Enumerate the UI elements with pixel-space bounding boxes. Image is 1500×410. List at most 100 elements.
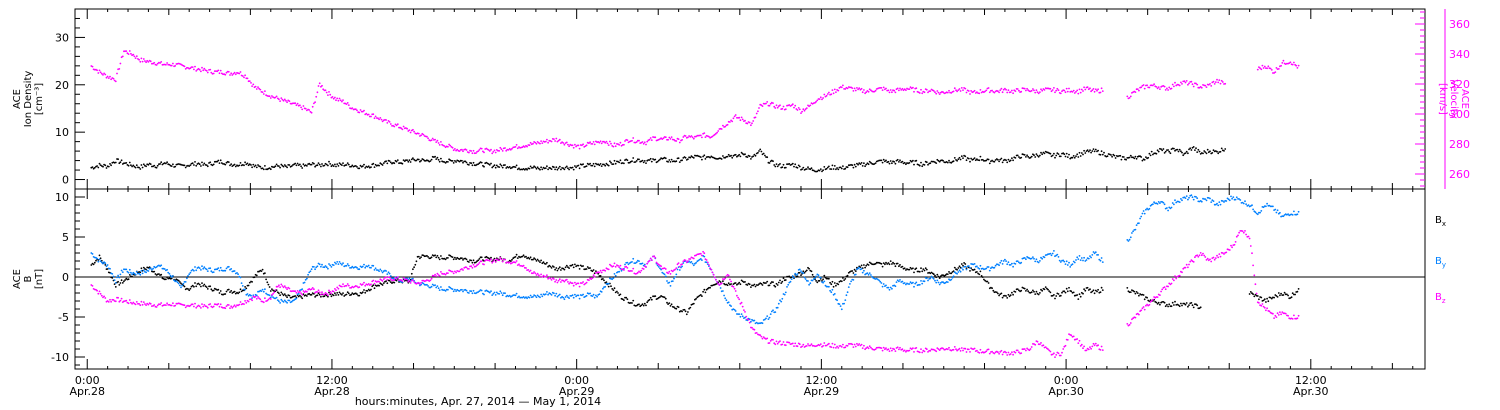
bx-point — [1055, 295, 1058, 297]
bz-point — [775, 340, 778, 343]
ion-density-point — [128, 161, 131, 164]
velocity-point — [868, 88, 871, 91]
bz-point — [668, 270, 671, 273]
ion-density-point — [359, 164, 362, 167]
bx-point — [219, 290, 222, 292]
bz-point — [729, 278, 731, 281]
ion-density-point — [882, 158, 885, 161]
velocity-point — [711, 135, 714, 138]
bx-point — [533, 257, 535, 260]
by-point — [458, 290, 461, 292]
velocity-point — [858, 87, 861, 90]
bx-point — [610, 285, 612, 288]
velocity-axis-label: ACEVelocity[km/s] — [1437, 79, 1470, 118]
ion-density-point — [796, 166, 799, 169]
velocity-point — [750, 124, 752, 127]
bx-point — [1256, 295, 1259, 297]
bx-point — [766, 280, 769, 283]
ion-density-point — [762, 152, 765, 155]
bx-point — [753, 283, 756, 286]
velocity-point — [532, 142, 534, 145]
ion-density-point — [852, 166, 855, 169]
ion-density-point — [1132, 156, 1134, 159]
velocity-point — [315, 95, 318, 98]
velocity-point — [1289, 61, 1292, 64]
by-point — [206, 270, 209, 272]
velocity-point — [139, 60, 142, 63]
ion-density-point — [987, 158, 990, 161]
bz-point — [953, 346, 956, 348]
velocity-point — [948, 89, 950, 92]
bz-point — [438, 275, 441, 277]
by-point — [833, 293, 836, 295]
velocity-point — [308, 109, 311, 111]
ion-density-point — [864, 165, 866, 168]
velocity-point — [294, 102, 297, 105]
velocity-point — [1093, 90, 1096, 93]
bz-point — [831, 342, 834, 345]
bz-point — [976, 349, 978, 352]
ion-density-point — [920, 161, 922, 164]
by-point — [1146, 207, 1148, 210]
bx-point — [1171, 301, 1174, 304]
bx-point — [1166, 303, 1168, 306]
ion-density-point — [1145, 156, 1147, 159]
by-point — [1101, 261, 1104, 263]
bx-point — [612, 289, 615, 291]
bz-point — [556, 281, 559, 284]
bz-point — [781, 343, 784, 346]
by-point — [1252, 208, 1254, 211]
bz-point — [1175, 277, 1178, 280]
by-point — [831, 288, 834, 291]
by-point — [430, 285, 433, 288]
bz-point — [958, 347, 961, 350]
ion-density-point — [209, 161, 212, 164]
bz-point — [429, 279, 432, 282]
by-point — [741, 315, 744, 318]
by-point — [1012, 265, 1014, 268]
by-point — [306, 277, 308, 280]
ion-density-point — [634, 161, 637, 163]
ion-density-point — [202, 164, 205, 166]
by-point — [279, 302, 281, 304]
bz-point — [853, 343, 856, 346]
velocity-point — [1101, 90, 1104, 92]
by-point — [1050, 254, 1053, 257]
ion-density-point — [1036, 154, 1039, 157]
bz-point — [717, 282, 720, 285]
bz-point — [363, 281, 365, 284]
bx-point — [1258, 298, 1260, 301]
ion-density-point — [350, 165, 353, 168]
ion-density-point — [775, 163, 778, 166]
ion-density-point — [295, 164, 298, 167]
velocity-point — [822, 97, 824, 99]
bx-point — [1099, 291, 1102, 294]
bz-point — [493, 258, 496, 261]
by-point — [97, 260, 100, 263]
bx-point — [1155, 301, 1158, 304]
velocity-point — [514, 146, 517, 148]
ion-density-point — [1197, 148, 1200, 151]
bz-point — [745, 315, 748, 318]
bz-point — [1025, 349, 1027, 352]
velocity-point — [1174, 81, 1176, 84]
ion-density-point — [959, 158, 962, 161]
velocity-point — [372, 113, 375, 116]
bx-point — [920, 267, 922, 270]
velocity-point — [271, 95, 273, 97]
ion-density-point — [759, 148, 762, 151]
bx-point — [477, 259, 480, 262]
ion-density-point — [1187, 152, 1189, 155]
by-point — [186, 277, 188, 280]
bx-point — [564, 266, 567, 269]
ion-density-point — [285, 165, 287, 168]
by-point — [341, 263, 343, 266]
velocity-point — [141, 60, 144, 63]
by-point — [1297, 210, 1300, 213]
bz-point — [710, 268, 713, 271]
velocity-point — [225, 71, 228, 74]
bx-point — [373, 287, 376, 290]
ion-density-point — [1147, 156, 1150, 159]
velocity-point — [110, 78, 112, 81]
